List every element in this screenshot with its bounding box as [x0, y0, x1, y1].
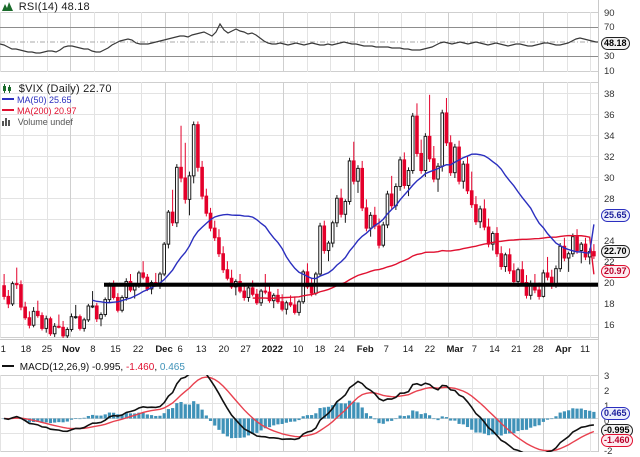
macd-plot-area — [0, 375, 598, 452]
macd-panel: MACD(12,26,9) -0.995, -1.460, 0.465 3 2 … — [0, 362, 640, 457]
rsi-ytick-70: 70 — [604, 22, 615, 33]
x-axis-label: 10 — [292, 344, 304, 355]
x-axis-label: 25 — [41, 344, 53, 355]
x-axis-label: 18 — [314, 344, 326, 355]
candlestick-series — [2, 94, 596, 338]
x-axis-label: 20 — [218, 344, 230, 355]
rsi-bands — [0, 27, 598, 57]
x-axis-label: 21 — [511, 344, 522, 355]
x-axis-label: 22 — [132, 344, 144, 355]
x-axis-label: 28 — [532, 344, 544, 355]
ma50-value-tag: 25.65 — [601, 209, 630, 222]
x-axis-label: 8 — [90, 344, 96, 355]
price-ytick-20: 20 — [604, 278, 615, 289]
rsi-panel: RSI(14) 48.18 90 70 30 10 48.18 — [0, 0, 640, 80]
x-axis-label: 14 — [402, 344, 414, 355]
ma50-swatch — [2, 98, 14, 101]
macd-value: -0.995 — [92, 362, 121, 373]
macd-signal-tag: -1.460 — [601, 434, 633, 447]
x-axis-label: 6 — [177, 344, 183, 355]
macd-swatch — [2, 365, 14, 368]
price-gridlines — [0, 82, 598, 338]
last-price-tag: 22.70 — [601, 245, 630, 258]
price-ytick-18: 18 — [604, 299, 615, 310]
x-axis-label: 14 — [489, 344, 500, 355]
price-ytick-32: 32 — [604, 152, 615, 163]
x-axis-label: Apr — [555, 344, 572, 355]
x-axis-label: 1 — [0, 344, 6, 355]
macd-hist-value: 0.465 — [159, 362, 185, 373]
volume-label: Volume undef — [17, 117, 73, 127]
price-panel: $VIX (Daily) 22.70 MA(50) 25.65 MA(200) … — [0, 82, 640, 338]
rsi-value-tag: 48.18 — [601, 37, 630, 50]
candlestick-icon — [2, 84, 13, 93]
x-axis-line — [0, 339, 598, 340]
rsi-plot-svg — [0, 12, 598, 72]
macd-ytick-0: 0 — [604, 416, 610, 427]
x-axis-label: 7 — [383, 344, 389, 355]
ma200-label: MA(200) 20.97 — [17, 106, 77, 116]
right-axis-line — [598, 0, 599, 452]
macd-legend: MACD(12,26,9) -0.995, -1.460, 0.465 — [2, 362, 185, 373]
x-axis-label: Dec — [155, 344, 173, 355]
x-axis-label: 22 — [424, 344, 436, 355]
x-axis-label: Nov — [62, 344, 81, 355]
price-ytick-28: 28 — [604, 194, 615, 205]
macd-ytick-3: 3 — [604, 371, 610, 382]
macd-hist-tag: 0.465 — [601, 407, 630, 420]
macd-histogram — [2, 400, 596, 439]
rsi-gridlines — [0, 12, 598, 72]
price-ytick-16: 16 — [604, 320, 615, 331]
macd-legend-label: MACD(12,26,9) — [19, 362, 90, 373]
mountain-icon — [2, 2, 13, 11]
x-axis-label: Feb — [356, 344, 374, 355]
ma50-label: MA(50) 25.65 — [17, 95, 72, 105]
x-axis-label: 11 — [580, 344, 590, 355]
macd-signal-line — [4, 376, 595, 452]
macd-plot-svg — [0, 375, 598, 452]
rsi-plot-area — [0, 12, 598, 72]
rsi-ytick-90: 90 — [604, 8, 615, 19]
macd-line — [3, 375, 594, 452]
price-plot-svg — [0, 82, 598, 338]
ma200-line — [252, 234, 595, 300]
price-legend: $VIX (Daily) 22.70 MA(50) 25.65 MA(200) … — [2, 84, 112, 128]
macd-signal-value: -1.460 — [125, 362, 155, 373]
price-ytick-38: 38 — [604, 89, 615, 100]
price-ytick-22: 22 — [604, 257, 615, 268]
price-title: $VIX (Daily) 22.70 — [18, 83, 112, 95]
rsi-ytick-10: 10 — [604, 66, 615, 77]
price-ytick-24: 24 — [604, 236, 615, 247]
price-ytick-30: 30 — [604, 173, 615, 184]
x-axis: 1 18 25 Nov 8 15 22 Dec 6 13 20 27 2022 10 18 24 Feb 7 14 2… — [0, 339, 640, 361]
x-axis-label: 7 — [471, 344, 478, 355]
x-axis-label: 2022 — [261, 344, 283, 355]
rsi-legend: RSI(14) 48.18 — [2, 1, 90, 13]
x-axis-label: Mar — [446, 344, 464, 355]
x-axis-label: 18 — [20, 344, 32, 355]
x-axis-label: 27 — [240, 344, 251, 355]
volume-bars-icon — [2, 117, 12, 126]
macd-ytick-2: 2 — [604, 386, 610, 397]
macd-gridlines — [0, 375, 598, 452]
rsi-legend-label: RSI(14) 48.18 — [18, 1, 90, 13]
ma200-value-tag: 20.97 — [601, 265, 630, 278]
macd-ytick-1: 1 — [604, 401, 609, 412]
price-plot-area — [0, 82, 598, 338]
x-axis-label: 15 — [110, 344, 121, 355]
price-ytick-34: 34 — [604, 131, 615, 142]
ma200-swatch — [2, 109, 14, 112]
rsi-ytick-30: 30 — [604, 51, 615, 62]
price-ytick-36: 36 — [604, 110, 615, 121]
ma50-line — [92, 153, 595, 304]
rsi-line — [0, 22, 598, 54]
x-axis-label: 13 — [195, 344, 207, 355]
x-axis-label: 24 — [334, 344, 345, 355]
